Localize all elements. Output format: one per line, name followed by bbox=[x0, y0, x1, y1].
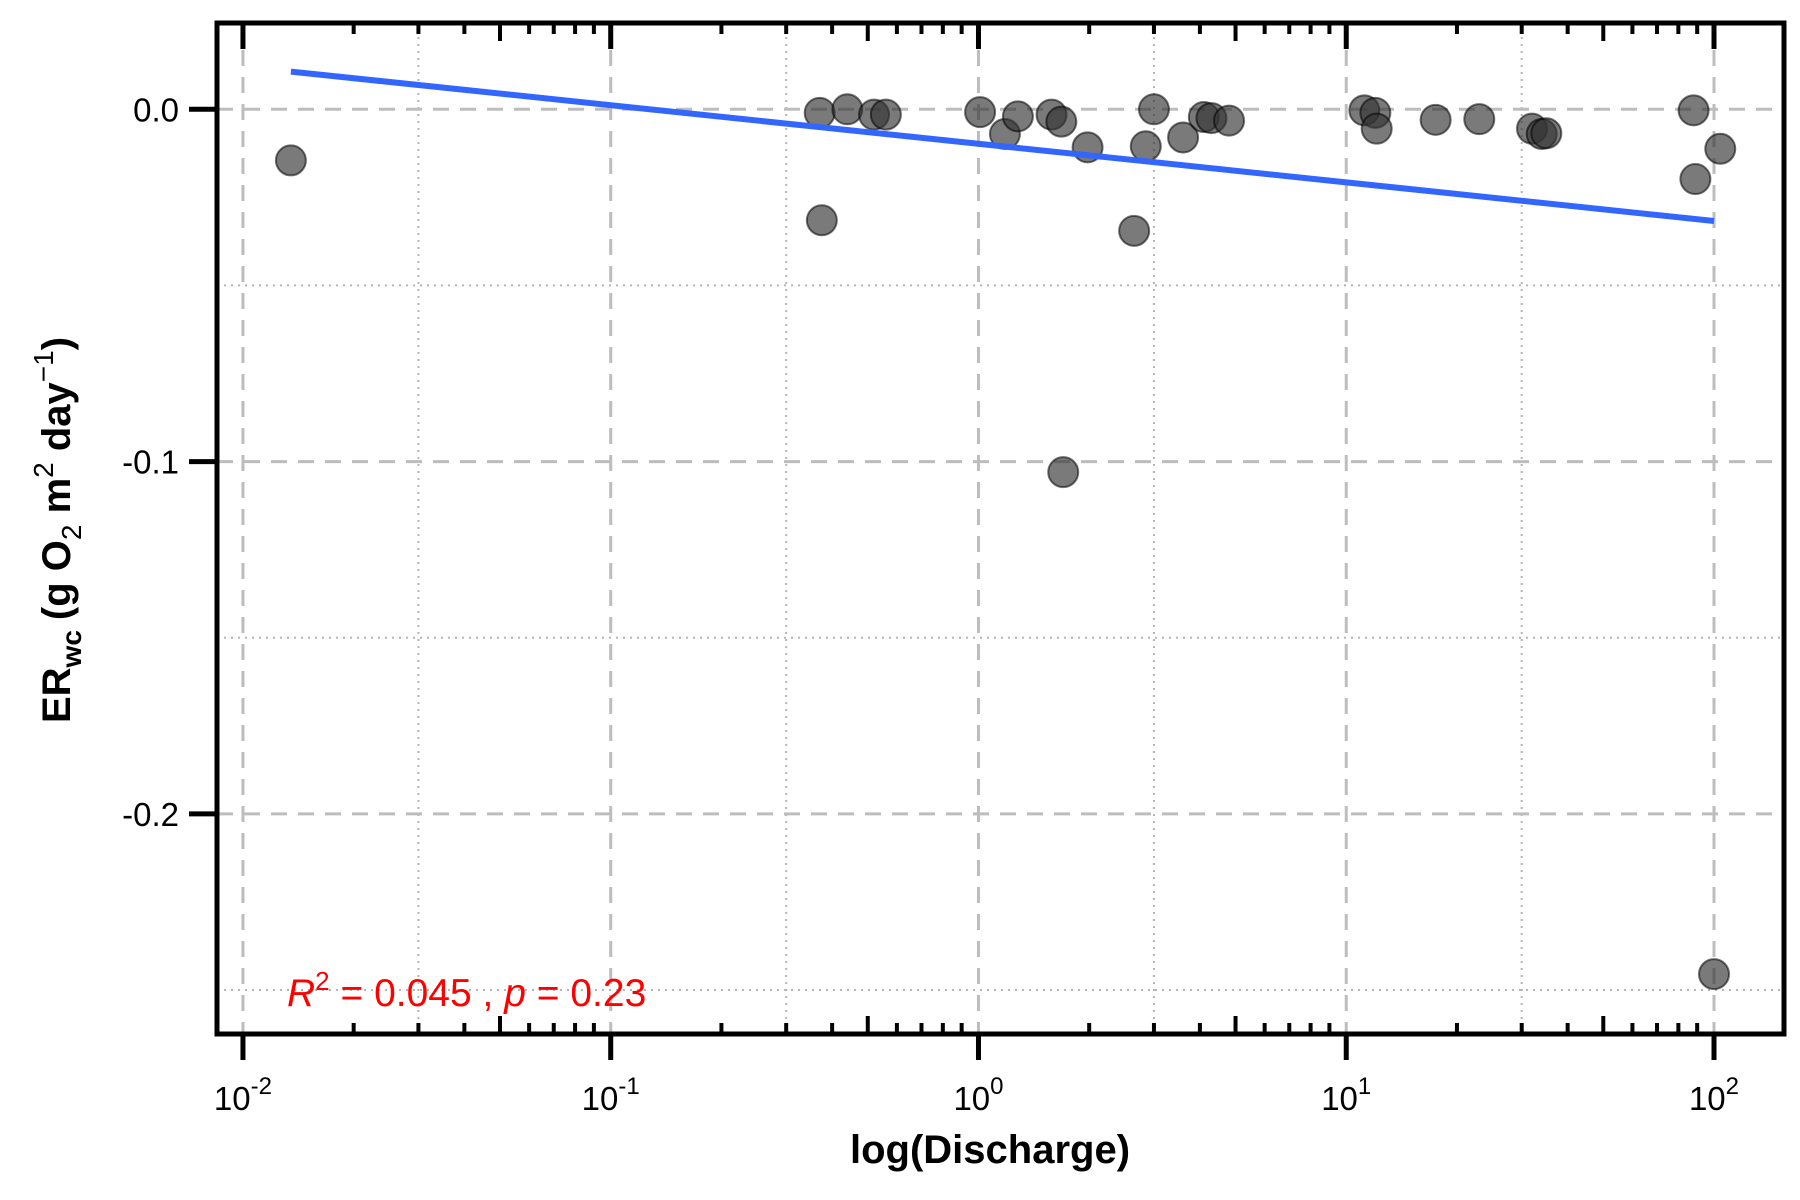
data-points bbox=[274, 93, 1737, 991]
data-point bbox=[1129, 130, 1162, 163]
r-value-text: = 0.045 , bbox=[330, 972, 505, 1015]
data-point bbox=[274, 144, 307, 177]
data-point bbox=[1677, 94, 1710, 127]
x-tick-base: 10 bbox=[1321, 1080, 1358, 1117]
x-tick-exponent: -1 bbox=[618, 1073, 639, 1100]
data-point bbox=[1360, 112, 1393, 145]
p-value-text: = 0.23 bbox=[526, 972, 646, 1015]
x-tick-label: 101 bbox=[1321, 1073, 1371, 1117]
y-axis-label: ERwc(g O2 m2 day−1) bbox=[28, 337, 87, 723]
y-label-main: ER bbox=[35, 667, 79, 723]
plot-border bbox=[214, 20, 1787, 1037]
data-point bbox=[869, 98, 902, 131]
data-point bbox=[1167, 121, 1200, 154]
data-point bbox=[1137, 93, 1170, 126]
x-tick-label: 10-1 bbox=[582, 1073, 640, 1117]
x-tick-base: 10 bbox=[953, 1080, 990, 1117]
data-point bbox=[1047, 456, 1080, 489]
x-tick-exponent: 2 bbox=[1726, 1073, 1739, 1100]
minor-gridlines bbox=[217, 23, 1784, 1034]
axis-ticks bbox=[189, 23, 1717, 1060]
data-point bbox=[1045, 105, 1078, 138]
data-point bbox=[1530, 117, 1563, 150]
x-tick-base: 10 bbox=[582, 1080, 619, 1117]
x-tick-exponent: 1 bbox=[1358, 1073, 1371, 1100]
x-tick-label: 10-2 bbox=[214, 1073, 272, 1117]
r-superscript: 2 bbox=[315, 966, 329, 996]
data-point bbox=[1463, 103, 1496, 136]
data-point bbox=[1118, 214, 1151, 247]
r-symbol: R bbox=[287, 972, 315, 1015]
x-tick-label: 100 bbox=[953, 1073, 1003, 1117]
data-point bbox=[805, 204, 838, 237]
fit-line bbox=[290, 68, 1715, 224]
y-tick-label: -0.1 bbox=[122, 444, 179, 481]
y-tick-label: 0.0 bbox=[133, 91, 179, 128]
data-point bbox=[1213, 104, 1246, 137]
data-point bbox=[1698, 958, 1731, 991]
x-tick-exponent: -2 bbox=[251, 1073, 272, 1100]
y-label-m-sup: 2 bbox=[28, 462, 59, 478]
x-tick-exponent: 0 bbox=[990, 1073, 1003, 1100]
x-tick-base: 10 bbox=[214, 1080, 251, 1117]
y-label-o-sub: 2 bbox=[56, 525, 87, 541]
y-label-m: m bbox=[35, 478, 79, 525]
x-tick-label: 102 bbox=[1689, 1073, 1739, 1117]
y-label-close: ) bbox=[35, 337, 79, 350]
y-tick-label: -0.2 bbox=[122, 796, 179, 833]
data-point bbox=[1001, 100, 1034, 133]
data-point bbox=[1679, 163, 1712, 196]
data-point bbox=[1419, 103, 1452, 136]
regression-annotation: R2 = 0.045 , p = 0.23 bbox=[287, 966, 646, 1015]
fit-line-group bbox=[290, 68, 1715, 224]
y-label-day: day bbox=[35, 381, 79, 462]
major-gridlines bbox=[217, 23, 1784, 1034]
data-point bbox=[831, 93, 864, 126]
tick-labels: 0.0-0.1-0.210-2 10-1 100 101 102 bbox=[122, 91, 1739, 1117]
p-symbol: p bbox=[503, 972, 526, 1015]
data-point bbox=[1704, 132, 1737, 165]
y-label-open: (g O bbox=[35, 540, 79, 620]
y-label-sub: wc bbox=[56, 630, 87, 668]
x-tick-base: 10 bbox=[1689, 1080, 1726, 1117]
data-point bbox=[964, 96, 997, 129]
x-axis-label: log(Discharge) bbox=[850, 1128, 1130, 1172]
y-label-day-sup: −1 bbox=[28, 350, 59, 382]
